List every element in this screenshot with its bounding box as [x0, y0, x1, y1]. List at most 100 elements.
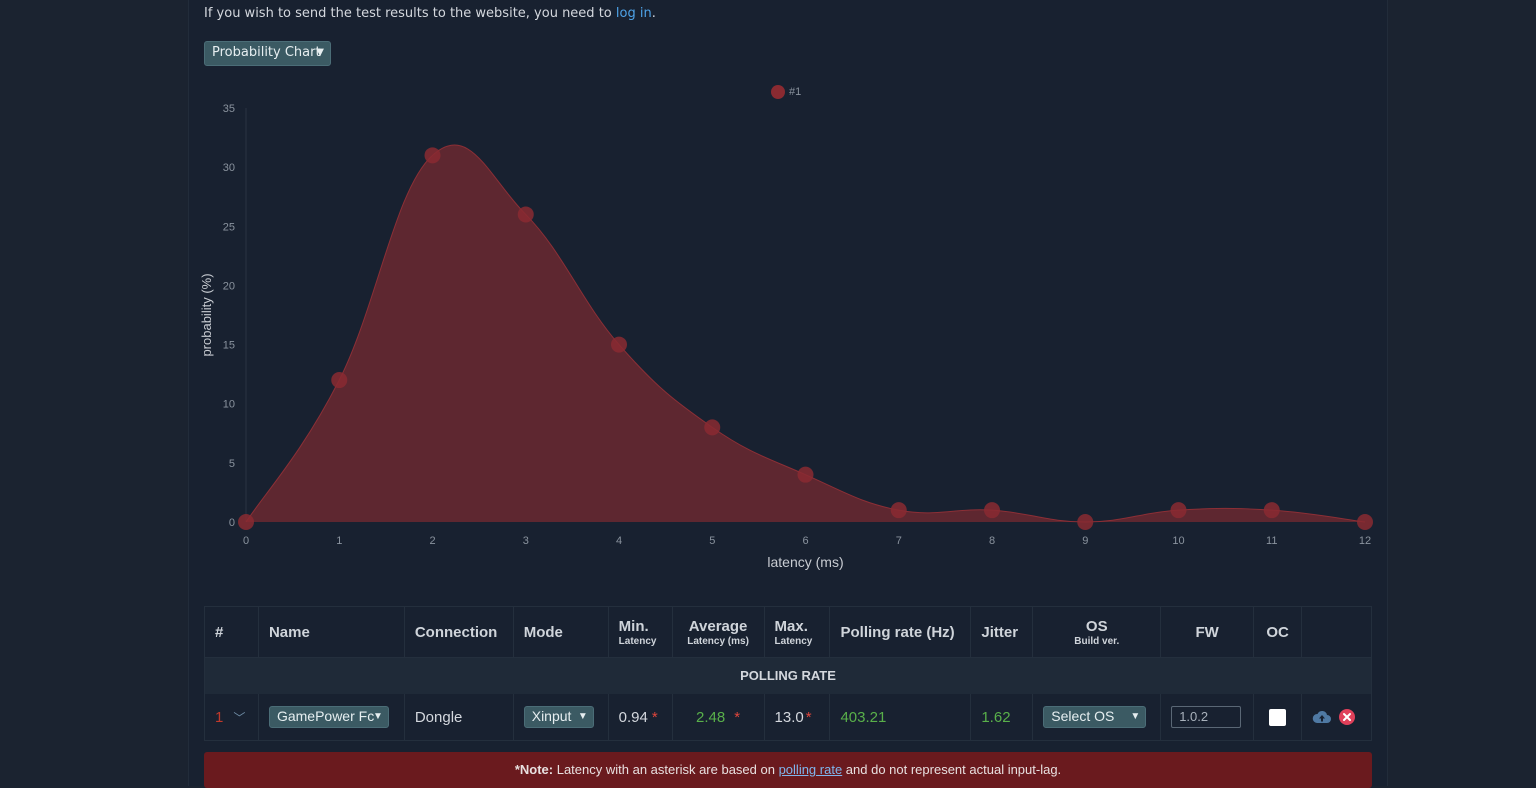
series-area: [246, 145, 1365, 522]
chart-type-value: Probability Chart: [212, 45, 321, 60]
x-tick-label: 10: [1172, 535, 1184, 547]
y-tick-label: 10: [223, 399, 235, 411]
x-tick-label: 5: [709, 535, 715, 547]
overclock-checkbox[interactable]: [1269, 708, 1287, 726]
asterisk-note: *Note: Latency with an asterisk are base…: [204, 752, 1372, 788]
y-tick-label: 30: [223, 162, 235, 174]
table-header: # Name Connection Mode Min. Latency Avera…: [204, 606, 1372, 658]
expand-chevron-icon[interactable]: ﹀: [233, 710, 246, 725]
row-number: 1: [215, 708, 224, 726]
note-text-2: and do not represent actual input-lag.: [842, 762, 1062, 777]
connection-cell: Dongle: [405, 694, 514, 740]
data-point: [1170, 502, 1187, 519]
fw-cell: 1.0.2: [1161, 694, 1255, 740]
x-tick-label: 7: [896, 535, 902, 547]
data-point: [1263, 502, 1280, 519]
login-notice: If you wish to send the test results to …: [204, 6, 656, 21]
x-tick-label: 1: [336, 535, 342, 547]
data-point: [238, 514, 254, 530]
col-mode: Mode: [514, 607, 609, 657]
device-name-cell: GamePower Fc ▼: [259, 694, 405, 740]
y-tick-label: 5: [229, 458, 235, 470]
data-point: [704, 419, 721, 436]
notice-text: If you wish to send the test results to …: [204, 6, 612, 21]
col-min-latency: Min. Latency: [609, 607, 673, 657]
actions-cell: [1302, 694, 1371, 740]
data-point: [1357, 514, 1373, 530]
note-label: *Note:: [514, 762, 554, 777]
x-tick-label: 8: [989, 535, 995, 547]
data-point: [890, 502, 907, 519]
login-link[interactable]: log in: [615, 6, 652, 21]
os-select[interactable]: Select OS ▼: [1043, 706, 1147, 728]
series-line: [245, 144, 1366, 523]
max-latency-value: 13.0: [774, 708, 804, 726]
asterisk-marker: *: [734, 708, 741, 726]
data-point: [424, 147, 441, 164]
jitter-cell: 1.62: [971, 694, 1034, 740]
x-tick-label: 0: [243, 535, 249, 547]
polling-rate-cell: 403.21: [830, 694, 972, 740]
y-tick-label: 20: [223, 280, 235, 292]
results-table: # Name Connection Mode Min. Latency Avera…: [204, 606, 1372, 741]
data-point: [797, 466, 814, 483]
note-text-1: Latency with an asterisk are based on: [553, 762, 779, 777]
cloud-upload-icon[interactable]: [1312, 709, 1332, 725]
col-connection: Connection: [405, 607, 514, 657]
chart-type-select[interactable]: Probability Chart ▼: [204, 41, 331, 66]
y-tick-label: 35: [223, 103, 235, 115]
asterisk-marker: *: [651, 708, 658, 726]
min-latency-cell: 0.94 *: [609, 694, 673, 740]
x-tick-label: 4: [616, 535, 622, 547]
chevron-down-icon: ▼: [577, 711, 588, 722]
legend-marker: [771, 85, 785, 99]
mode-select[interactable]: Xinput ▼: [523, 706, 594, 728]
x-tick-label: 2: [429, 535, 435, 547]
col-name: Name: [259, 607, 405, 657]
notice-end: .: [651, 6, 656, 21]
col-num: #: [205, 607, 259, 657]
col-actions: [1302, 607, 1371, 657]
col-max-latency: Max. Latency: [765, 607, 831, 657]
col-fw: FW: [1161, 607, 1255, 657]
x-tick-label: 6: [802, 535, 808, 547]
polling-rate-link[interactable]: polling rate: [778, 762, 843, 777]
x-tick-label: 9: [1082, 535, 1088, 547]
data-point: [1077, 514, 1094, 530]
remove-icon[interactable]: [1338, 708, 1356, 726]
y-tick-label: 0: [229, 517, 235, 529]
firmware-input[interactable]: 1.0.2: [1171, 706, 1242, 728]
chevron-down-icon: ▼: [1130, 711, 1141, 722]
x-tick-label: 11: [1266, 535, 1277, 547]
data-point: [517, 206, 534, 223]
oc-cell: [1254, 694, 1303, 740]
data-point: [611, 336, 627, 353]
y-tick-label: 15: [223, 340, 235, 352]
x-axis-label: latency (ms): [767, 554, 843, 570]
col-oc: OC: [1254, 607, 1303, 657]
data-point: [331, 372, 348, 389]
col-jitter: Jitter: [971, 607, 1034, 657]
data-point: [984, 502, 1000, 519]
col-avg-latency: Average Latency (ms): [673, 607, 765, 657]
row-number-cell[interactable]: 1 ﹀: [205, 694, 259, 740]
max-latency-cell: 13.0 *: [765, 694, 831, 740]
chevron-down-icon: ▼: [373, 711, 383, 722]
os-cell: Select OS ▼: [1033, 694, 1162, 740]
y-tick-label: 25: [223, 221, 235, 233]
y-axis-label: probability (%): [199, 273, 214, 356]
table-row: 1 ﹀ GamePower Fc ▼ Dongle Xinput ▼ 0.94 * 2…: [204, 694, 1372, 741]
mode-cell: Xinput ▼: [514, 694, 609, 740]
chevron-down-icon: ▼: [316, 47, 324, 58]
legend-label: #1: [789, 86, 801, 98]
avg-latency-cell: 2.48 *: [673, 694, 765, 740]
col-polling-rate: Polling rate (Hz): [830, 607, 972, 657]
x-tick-label: 3: [523, 535, 529, 547]
avg-latency-value: 2.48: [696, 708, 726, 726]
col-os: OS Build ver.: [1033, 607, 1162, 657]
asterisk-marker: *: [805, 708, 812, 726]
min-latency-value: 0.94: [618, 708, 648, 726]
device-name-select[interactable]: GamePower Fc ▼: [268, 706, 389, 728]
x-tick-label: 12: [1359, 535, 1371, 547]
